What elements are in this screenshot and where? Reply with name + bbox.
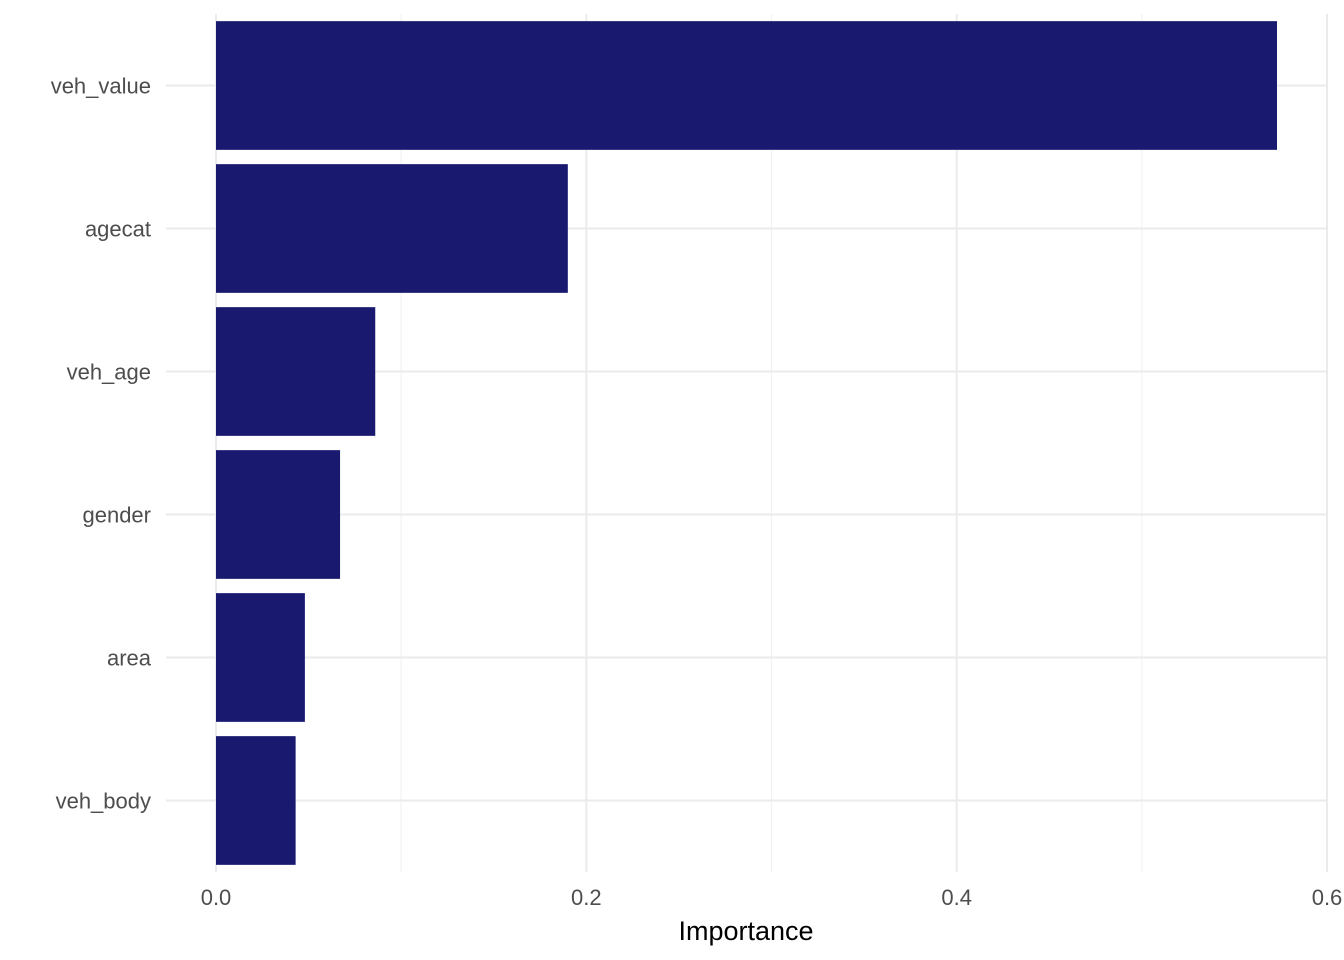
y-tick-label: veh_value bbox=[51, 74, 151, 99]
x-axis-labels: 0.0 0.2 0.4 0.6 bbox=[201, 885, 1343, 910]
bar-area bbox=[216, 593, 305, 722]
bar-veh-age bbox=[216, 307, 376, 436]
bars bbox=[216, 21, 1278, 865]
gridlines bbox=[166, 14, 1328, 872]
x-tick-label: 0.0 bbox=[201, 885, 232, 910]
y-tick-label: area bbox=[107, 646, 152, 671]
bar-gender bbox=[216, 450, 341, 579]
x-tick-label: 0.4 bbox=[941, 885, 972, 910]
y-tick-label: gender bbox=[82, 503, 151, 528]
x-tick-label: 0.2 bbox=[571, 885, 602, 910]
x-tick-label: 0.6 bbox=[1312, 885, 1343, 910]
x-axis-title: Importance bbox=[678, 916, 813, 946]
y-tick-label: veh_body bbox=[56, 789, 151, 814]
y-tick-label: veh_age bbox=[67, 360, 151, 385]
bar-agecat bbox=[216, 164, 568, 293]
bar-veh-value bbox=[216, 21, 1278, 150]
bar-veh-body bbox=[216, 736, 296, 865]
y-tick-label: agecat bbox=[85, 217, 151, 242]
